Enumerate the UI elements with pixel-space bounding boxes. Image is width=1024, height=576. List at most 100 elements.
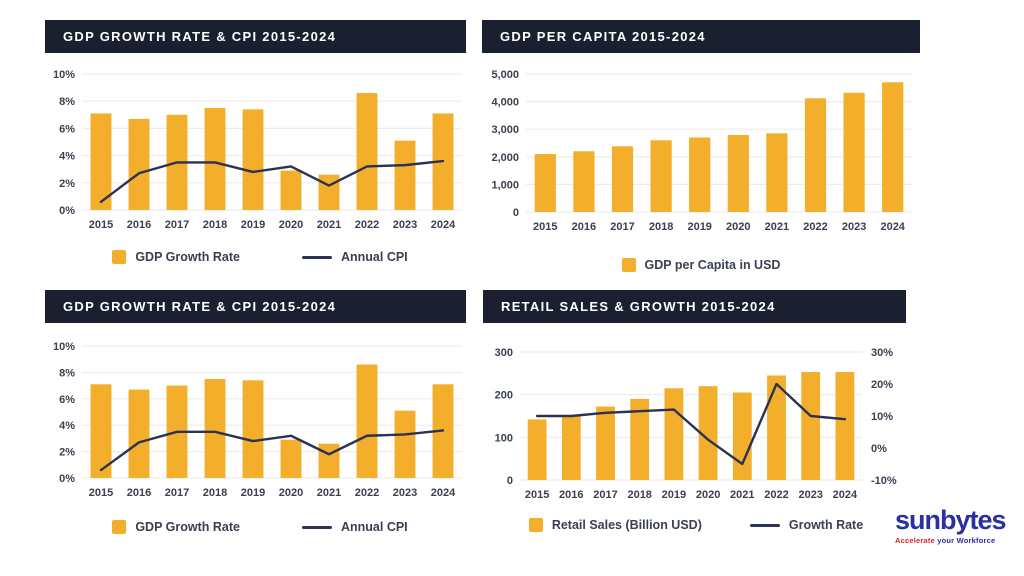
x-axis-label: 2020 — [726, 221, 750, 233]
legend-label: Annual CPI — [340, 520, 408, 534]
x-axis-label: 2021 — [765, 221, 789, 233]
line-series — [535, 382, 847, 466]
x-axis-label: 2022 — [803, 221, 827, 233]
sunbytes-logo: sunbytes Accelerate your Workforce — [895, 507, 1021, 545]
y-axis-tick: 4,000 — [491, 97, 519, 109]
y-axis-tick: 0 — [507, 475, 513, 487]
legend-label: Annual CPI — [340, 250, 408, 264]
x-axis-label: 2017 — [165, 487, 189, 499]
y-axis-tick: 200 — [495, 390, 513, 402]
chart-canvas-gdp-cpi-bottom: 10% 8% 6% 4% 2% 0% 2015 2016 2017 2018 2019 2020 202… — [53, 341, 462, 499]
legend-item-retail-sales: Retail Sales (Billion USD) — [528, 518, 702, 532]
legend-gdp-cpi-top: GDP Growth Rate Annual CPI — [45, 250, 475, 264]
bar-2018 — [204, 379, 226, 478]
y-axis-tick: 0 — [513, 207, 519, 219]
legend-label: Growth Rate — [788, 518, 864, 532]
bar-2015 — [90, 384, 112, 478]
y2-axis-tick: 10% — [871, 411, 893, 423]
legend-item-growth-rate: Growth Rate — [749, 518, 864, 532]
bar-2018 — [650, 140, 672, 212]
chart-canvas-gdp-per-capita: 5,000 4,000 3,000 2,000 1,000 0 2015 2016 2017 20… — [491, 69, 912, 233]
y-axis-tick: 2% — [59, 178, 75, 190]
x-axis-label: 2019 — [687, 221, 711, 233]
sunbytes-wordmark: sunbytes — [895, 505, 1007, 535]
x-axis-label: 2021 — [730, 489, 754, 501]
bar-2022 — [356, 364, 378, 478]
bar-2018 — [630, 398, 650, 480]
x-axis-label: 2023 — [798, 489, 822, 501]
x-axis-label: 2016 — [572, 221, 596, 233]
x-axis-label: 2023 — [393, 219, 417, 231]
bar-2019 — [242, 380, 264, 478]
bar-2020 — [727, 134, 749, 212]
bar-2021 — [732, 392, 752, 480]
line-swatch-icon — [301, 255, 332, 259]
bar-2023 — [801, 372, 821, 480]
bar-2019 — [664, 388, 684, 480]
bar-2017 — [611, 146, 634, 212]
y-axis-tick: 4% — [59, 151, 75, 163]
x-axis-label: 2024 — [431, 487, 456, 499]
x-axis-label: 2016 — [127, 219, 151, 231]
bar-2021 — [766, 133, 788, 212]
x-axis-label: 2021 — [317, 487, 341, 499]
x-axis-label: 2024 — [833, 489, 858, 501]
chart-canvas-gdp-cpi-top: 10% 8% 6% 4% 2% 0% 2015 2016 2017 2018 2019 2020 202… — [53, 69, 462, 231]
x-axis-label: 2024 — [880, 221, 905, 233]
bar-2020 — [280, 439, 302, 478]
legend-label: GDP per Capita in USD — [644, 258, 781, 272]
bar-2024 — [882, 82, 904, 212]
legend-item-gdp-growth-rate: GDP Growth Rate — [112, 250, 240, 264]
y-axis-tick: 0% — [59, 205, 75, 217]
y-axis-tick: 2% — [59, 447, 75, 459]
bar-2018 — [204, 108, 226, 210]
x-axis-label: 2015 — [525, 489, 549, 501]
panel-title-gdp-per-capita: GDP PER CAPITA 2015-2024 — [482, 20, 920, 53]
bar-2015 — [90, 113, 112, 210]
sunbytes-tagline: Accelerate your Workforce — [895, 536, 996, 545]
bar-2019 — [689, 137, 711, 212]
x-axis-label: 2020 — [279, 219, 303, 231]
y-axis-tick: 100 — [495, 432, 513, 444]
y-axis-tick: 4% — [59, 420, 75, 432]
line-series — [99, 159, 445, 204]
bar-2020 — [698, 386, 718, 480]
x-axis-label: 2019 — [241, 219, 265, 231]
bar-2015 — [534, 154, 556, 212]
legend-gdp-cpi-bottom: GDP Growth Rate Annual CPI — [45, 520, 475, 534]
bar-2016 — [561, 415, 581, 480]
x-axis-label: 2018 — [649, 221, 673, 233]
y-axis-tick: 10% — [53, 69, 75, 81]
bar-2015 — [527, 419, 547, 480]
line-swatch-icon — [749, 523, 780, 527]
legend-gdp-per-capita: GDP per Capita in USD — [478, 258, 924, 272]
y2-axis-tick: 30% — [871, 347, 893, 359]
bar-2019 — [242, 109, 264, 210]
line-swatch-icon — [301, 525, 332, 529]
x-axis-label: 2023 — [842, 221, 866, 233]
x-axis-label: 2021 — [317, 219, 341, 231]
legend-label: Retail Sales (Billion USD) — [551, 518, 702, 532]
x-axis-label: 2015 — [533, 221, 557, 233]
x-axis-label: 2019 — [662, 489, 686, 501]
x-axis-label: 2023 — [393, 487, 417, 499]
line-series — [99, 429, 445, 472]
bar-2023 — [394, 410, 416, 478]
bar-2021 — [318, 174, 340, 210]
bar-2016 — [573, 151, 595, 212]
y-axis-tick: 6% — [59, 123, 75, 135]
x-axis-label: 2022 — [355, 219, 379, 231]
y2-axis-tick: 20% — [871, 379, 893, 391]
x-axis-label: 2017 — [165, 219, 189, 231]
x-axis-label: 2020 — [696, 489, 720, 501]
y-axis-tick: 5,000 — [491, 69, 519, 81]
y-axis-tick: 1,000 — [491, 179, 519, 191]
bar-swatch-icon — [621, 258, 636, 272]
bar-2024 — [835, 372, 855, 480]
panel-title-retail-sales: RETAIL SALES & GROWTH 2015-2024 — [483, 290, 906, 323]
y-axis-tick: 0% — [59, 473, 75, 485]
bar-2021 — [318, 443, 340, 478]
bar-2023 — [394, 140, 416, 210]
bar-2016 — [128, 118, 150, 210]
bar-2023 — [843, 92, 865, 212]
